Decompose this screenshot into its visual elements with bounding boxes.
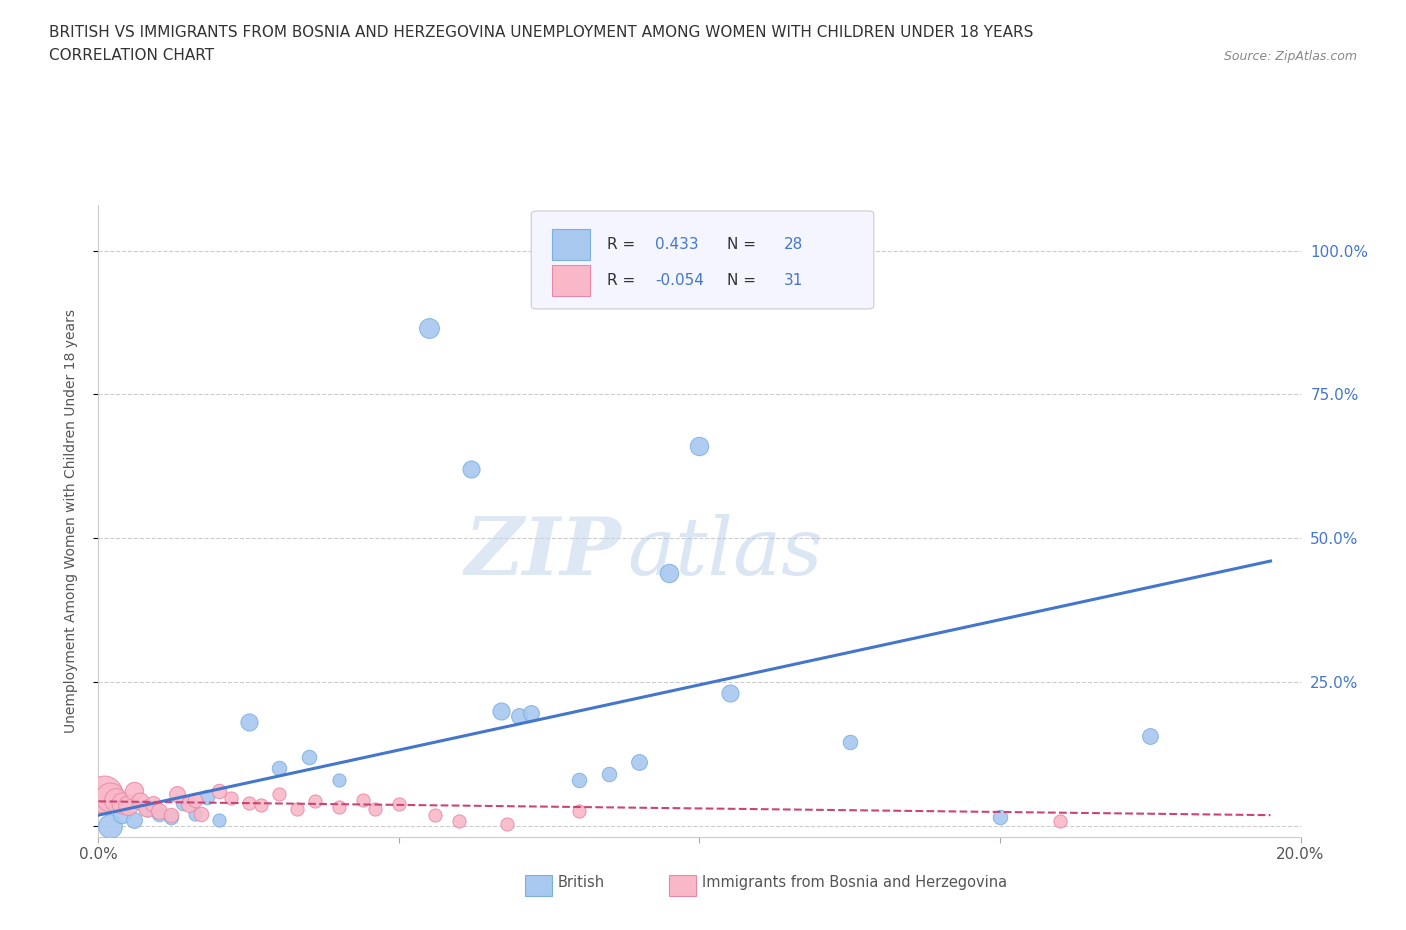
Point bbox=[148, 804, 170, 818]
Bar bbox=[551, 230, 591, 259]
Point bbox=[124, 784, 146, 799]
Point bbox=[267, 787, 290, 802]
Point bbox=[148, 806, 170, 821]
Point bbox=[117, 798, 139, 813]
Bar bbox=[551, 265, 591, 296]
Point bbox=[195, 790, 218, 804]
Point bbox=[418, 321, 440, 336]
Point bbox=[267, 761, 290, 776]
Point bbox=[172, 795, 194, 810]
FancyBboxPatch shape bbox=[531, 211, 873, 309]
Point bbox=[135, 801, 157, 816]
Point bbox=[238, 714, 260, 729]
Text: atlas: atlas bbox=[627, 513, 823, 591]
Point bbox=[111, 806, 134, 821]
Text: CORRELATION CHART: CORRELATION CHART bbox=[49, 48, 214, 63]
Bar bbox=[526, 875, 551, 897]
Point bbox=[568, 772, 591, 787]
Point bbox=[183, 792, 205, 807]
Text: Source: ZipAtlas.com: Source: ZipAtlas.com bbox=[1223, 50, 1357, 63]
Text: -0.054: -0.054 bbox=[655, 273, 704, 288]
Point bbox=[219, 790, 242, 805]
Point bbox=[423, 808, 446, 823]
Point bbox=[208, 812, 231, 827]
Point bbox=[460, 461, 482, 476]
Point bbox=[1139, 729, 1161, 744]
Point bbox=[159, 809, 181, 824]
Point bbox=[177, 796, 200, 811]
Point bbox=[496, 817, 519, 831]
Point bbox=[159, 808, 181, 823]
Point bbox=[447, 814, 470, 829]
Point bbox=[135, 801, 157, 816]
Text: N =: N = bbox=[727, 273, 761, 288]
Point bbox=[166, 787, 188, 802]
Point bbox=[988, 809, 1011, 824]
Point bbox=[124, 812, 146, 827]
Point bbox=[568, 804, 591, 818]
Point bbox=[285, 802, 308, 817]
Point bbox=[520, 706, 543, 721]
Point bbox=[838, 735, 860, 750]
Point bbox=[598, 766, 620, 781]
Text: R =: R = bbox=[607, 237, 640, 252]
Point bbox=[190, 806, 212, 821]
Text: Immigrants from Bosnia and Herzegovina: Immigrants from Bosnia and Herzegovina bbox=[702, 875, 1007, 890]
Point bbox=[388, 796, 411, 811]
Point bbox=[208, 784, 231, 799]
Bar bbox=[669, 875, 696, 897]
Text: 28: 28 bbox=[783, 237, 803, 252]
Point bbox=[628, 755, 651, 770]
Point bbox=[249, 798, 271, 813]
Y-axis label: Unemployment Among Women with Children Under 18 years: Unemployment Among Women with Children U… bbox=[63, 309, 77, 733]
Point bbox=[93, 787, 115, 802]
Point bbox=[364, 802, 387, 817]
Point bbox=[718, 685, 741, 700]
Point bbox=[328, 800, 350, 815]
Point bbox=[141, 796, 163, 811]
Point bbox=[183, 806, 205, 821]
Text: British: British bbox=[558, 875, 605, 890]
Point bbox=[328, 772, 350, 787]
Text: ZIP: ZIP bbox=[464, 513, 621, 591]
Point bbox=[489, 703, 512, 718]
Point bbox=[100, 818, 122, 833]
Point bbox=[1049, 814, 1071, 829]
Text: N =: N = bbox=[727, 237, 761, 252]
Point bbox=[508, 709, 530, 724]
Point bbox=[298, 749, 321, 764]
Text: 31: 31 bbox=[783, 273, 803, 288]
Point bbox=[658, 565, 681, 580]
Text: BRITISH VS IMMIGRANTS FROM BOSNIA AND HERZEGOVINA UNEMPLOYMENT AMONG WOMEN WITH : BRITISH VS IMMIGRANTS FROM BOSNIA AND HE… bbox=[49, 25, 1033, 40]
Point bbox=[105, 792, 128, 807]
Point bbox=[689, 439, 711, 454]
Point bbox=[111, 795, 134, 810]
Point bbox=[129, 794, 152, 809]
Text: 0.433: 0.433 bbox=[655, 237, 699, 252]
Point bbox=[304, 794, 326, 809]
Point bbox=[352, 792, 374, 807]
Text: R =: R = bbox=[607, 273, 640, 288]
Point bbox=[238, 795, 260, 810]
Point bbox=[100, 790, 122, 804]
